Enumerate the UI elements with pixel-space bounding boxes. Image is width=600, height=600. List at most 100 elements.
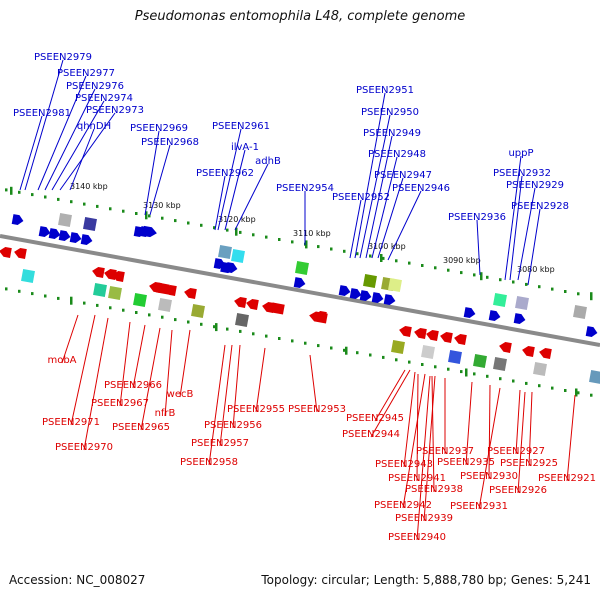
feature-box: [191, 304, 205, 318]
gene-label: PSEEN2965: [112, 422, 170, 433]
gene-arrow: [14, 247, 27, 259]
feature-rect: [363, 274, 377, 288]
scale-tick: [18, 190, 21, 194]
scale-tick: [57, 197, 60, 201]
leader-line: [527, 208, 541, 286]
gene-shape: [184, 287, 197, 299]
scale-tick: [408, 360, 411, 364]
scale-tick: [343, 348, 346, 352]
feature-rect: [83, 217, 97, 231]
feature-box: [493, 357, 507, 371]
gene-shape: [234, 296, 247, 308]
scale-tick: [31, 292, 34, 296]
scale-tick: [122, 308, 125, 312]
leader-line: [416, 375, 431, 541]
scale-tick: [564, 290, 567, 293]
gene-label: PSEEN2953: [288, 404, 346, 415]
leader-line: [234, 163, 269, 231]
leader-line: [377, 177, 404, 259]
gene-arrow: [539, 347, 552, 359]
gene-label: PSEEN2969: [130, 123, 188, 134]
scale-tick: [200, 223, 203, 227]
feature-box: [589, 370, 600, 384]
gene-arrow: [359, 290, 372, 302]
feature-box: [493, 293, 507, 307]
leader-line: [509, 175, 523, 281]
leader-line: [402, 373, 426, 509]
scale-tick: [330, 346, 333, 350]
gene-arrow: [58, 230, 71, 242]
gene-label: PSEEN2946: [392, 183, 450, 194]
gene-label: PSEEN2945: [346, 413, 404, 424]
scale-tick: [369, 353, 372, 357]
gene-label: PSEEN2932: [493, 168, 551, 179]
feature-rect: [533, 362, 547, 376]
leader-line: [371, 156, 398, 259]
leader-line: [566, 394, 576, 482]
feature-box: [533, 362, 547, 376]
scale-tick: [304, 341, 307, 345]
gene-shape: [11, 214, 24, 226]
gene-arrow: [112, 270, 125, 282]
scale-tick: [239, 230, 242, 234]
gene-label: mobA: [47, 355, 76, 366]
gene-arrow: [349, 288, 362, 300]
feature-box: [133, 293, 147, 307]
gene-shape: [414, 327, 427, 339]
scale-tick: [486, 374, 489, 378]
gene-arrow: [184, 287, 197, 299]
scale-tick: [122, 209, 125, 213]
scale-tick: [18, 289, 21, 293]
scale-tick: [447, 367, 450, 371]
feature-rect: [93, 283, 107, 297]
gene-label: wecB: [167, 389, 194, 400]
major-tick: [10, 186, 13, 195]
scale-tick: [421, 264, 424, 267]
gene-label: PSEEN2966: [104, 380, 162, 391]
gene-label: PSEEN2956: [204, 420, 262, 431]
gene-shape: [48, 228, 61, 240]
kbp-label: 3130 kbp: [143, 201, 181, 210]
gene-label: adhB: [255, 156, 281, 167]
kbp-label: 3080 kbp: [517, 265, 555, 274]
gene-label: PSEEN2979: [34, 52, 92, 63]
scale-tick: [512, 280, 515, 284]
gene-label: PSEEN2970: [55, 442, 113, 453]
gene-arrow: [80, 234, 93, 246]
gene-shape: [399, 325, 412, 337]
scale-tick: [226, 327, 229, 331]
leader-line: [217, 128, 242, 231]
leader-line: [387, 190, 422, 261]
scale-tick: [356, 252, 359, 256]
gene-arrow: [69, 232, 82, 244]
scale-tick: [96, 204, 99, 208]
scale-tick: [317, 344, 320, 348]
scale-tick: [57, 296, 60, 300]
scale-tick: [382, 355, 385, 359]
kbp-label: 3120 kbp: [218, 215, 256, 224]
gene-shape: [142, 225, 157, 238]
gene-shape: [585, 326, 598, 338]
scale-tick: [291, 240, 294, 244]
leader-line: [208, 344, 226, 466]
scale-tick: [226, 228, 229, 232]
gene-label: PSEEN2948: [368, 149, 426, 160]
scale-tick: [460, 370, 463, 374]
gene-shape: [513, 313, 526, 325]
gene-shape: [454, 333, 467, 345]
scale-tick: [5, 287, 8, 291]
scale-tick: [486, 275, 489, 279]
gene-label: PSEEN2955: [227, 404, 285, 415]
leader-line: [144, 130, 160, 216]
major-tick: [215, 323, 218, 332]
leader-line: [465, 381, 473, 466]
leader-line: [132, 324, 146, 389]
gene-arrow: [454, 333, 467, 345]
gene-label: PSEEN2930: [460, 471, 518, 482]
scale-tick: [135, 311, 138, 314]
gene-shape: [38, 226, 51, 238]
gene-arrow: [463, 307, 476, 319]
scale-tick: [70, 200, 73, 204]
leader-line: [24, 59, 64, 191]
